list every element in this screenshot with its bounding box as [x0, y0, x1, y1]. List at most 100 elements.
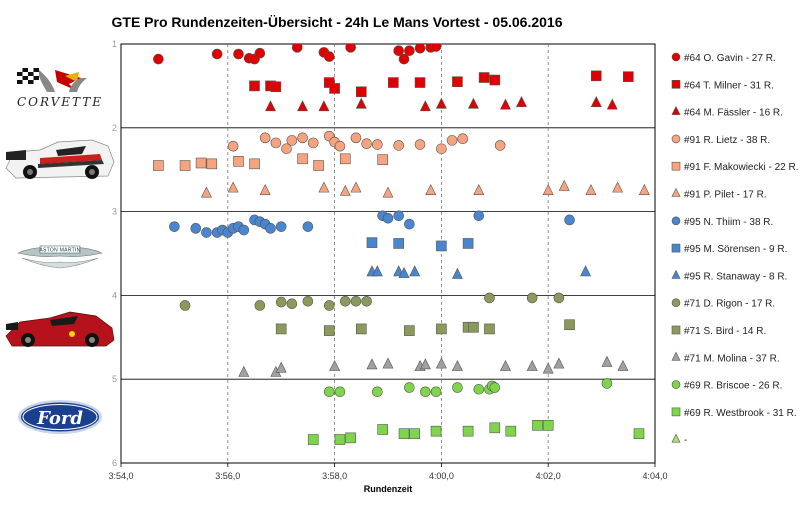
legend-label: #71 M. Molina - 37 R.	[684, 353, 780, 364]
data-point	[254, 300, 266, 311]
data-point	[414, 139, 426, 150]
legend-label: #71 S. Bird - 14 R.	[684, 326, 766, 337]
x-tick-label: 4:04,0	[642, 471, 667, 481]
legend-marker	[671, 161, 681, 171]
data-point	[558, 179, 570, 191]
data-point	[372, 139, 383, 150]
data-point	[468, 321, 479, 333]
y-tick-label: 1	[112, 39, 117, 49]
data-point	[259, 183, 271, 195]
legend-marker	[671, 243, 681, 253]
legend-marker	[671, 80, 681, 89]
data-point	[409, 428, 421, 439]
legend-label: #69 R. Westbrook - 31 R.	[684, 408, 797, 419]
data-point	[542, 183, 554, 195]
legend-marker	[671, 134, 681, 144]
data-point	[382, 213, 394, 224]
plot-area	[120, 43, 656, 464]
data-point	[206, 158, 218, 170]
data-point	[313, 160, 324, 171]
data-point	[265, 100, 277, 112]
data-point	[361, 295, 372, 307]
x-tick-label: 3:56,0	[215, 471, 240, 481]
data-point	[473, 383, 485, 395]
data-point	[323, 386, 335, 398]
data-point	[462, 238, 474, 249]
data-point	[590, 70, 602, 82]
data-point	[484, 323, 495, 335]
data-point	[526, 359, 538, 371]
legend-label: #64 T. Milner - 31 R.	[684, 80, 774, 91]
data-point	[601, 355, 613, 367]
legend-label: #64 O. Gavin - 27 R.	[684, 53, 776, 64]
data-point	[259, 132, 271, 144]
data-point	[195, 157, 207, 169]
data-point	[211, 48, 223, 60]
legend-marker	[671, 407, 681, 417]
data-point	[393, 45, 404, 57]
data-point	[419, 100, 431, 112]
data-point	[414, 44, 426, 54]
data-point	[179, 160, 191, 171]
data-point	[275, 221, 287, 232]
data-point	[275, 361, 287, 373]
x-tick-label: 4:02,0	[536, 471, 561, 481]
data-point	[377, 424, 388, 435]
data-point	[318, 181, 330, 193]
data-point	[414, 77, 426, 88]
legend-label: #91 R. Lietz - 38 R.	[684, 135, 770, 146]
data-point	[430, 386, 442, 398]
x-tick-label: 4:00,0	[429, 471, 454, 481]
data-point	[297, 132, 308, 144]
data-point	[532, 419, 543, 431]
data-point	[286, 135, 298, 146]
data-point	[612, 181, 624, 193]
data-point	[457, 133, 469, 144]
data-point	[542, 419, 554, 431]
data-point	[489, 382, 501, 393]
data-point	[420, 386, 431, 398]
legend-marker	[671, 380, 681, 389]
y-tick-label: 6	[112, 458, 117, 468]
data-point	[350, 132, 362, 144]
y-tick-label: 4	[112, 290, 117, 300]
data-point	[270, 81, 282, 93]
data-point	[334, 386, 346, 398]
data-point	[361, 138, 372, 150]
legend-marker	[671, 433, 681, 443]
data-point	[617, 359, 629, 371]
legend-marker	[671, 216, 681, 226]
data-point	[580, 265, 592, 277]
data-point	[307, 137, 319, 149]
legend-label: #95 N. Thiim - 38 R.	[684, 217, 773, 228]
data-point	[345, 44, 356, 53]
legend-marker	[671, 269, 681, 279]
data-point	[478, 72, 490, 83]
data-point	[249, 80, 260, 92]
data-point	[409, 265, 421, 277]
data-point	[345, 432, 356, 444]
data-point	[366, 237, 378, 248]
aston-martin-logo: ASTON MARTIN	[17, 245, 103, 269]
corvette-logo: CORVETTE	[17, 68, 101, 109]
legend-label: #95 M. Sörensen - 9 R.	[684, 244, 787, 255]
legend-label: #69 R. Briscoe - 26 R.	[684, 381, 782, 392]
data-point	[393, 140, 404, 151]
legend-label: #95 R. Stanaway - 8 R.	[684, 271, 787, 282]
data-point	[499, 98, 511, 110]
data-point	[366, 358, 378, 370]
data-point	[323, 51, 335, 62]
data-point	[329, 359, 341, 371]
data-point	[382, 357, 394, 369]
data-point	[297, 153, 308, 165]
data-point	[489, 74, 501, 86]
data-point	[323, 325, 335, 336]
legend: #64 O. Gavin - 27 R. #64 T. Milner - 31 R…	[671, 52, 799, 446]
data-point	[446, 135, 458, 146]
data-point	[329, 83, 340, 94]
data-point	[622, 71, 634, 82]
data-point	[153, 53, 164, 65]
data-point	[275, 296, 287, 308]
data-point	[484, 292, 495, 304]
